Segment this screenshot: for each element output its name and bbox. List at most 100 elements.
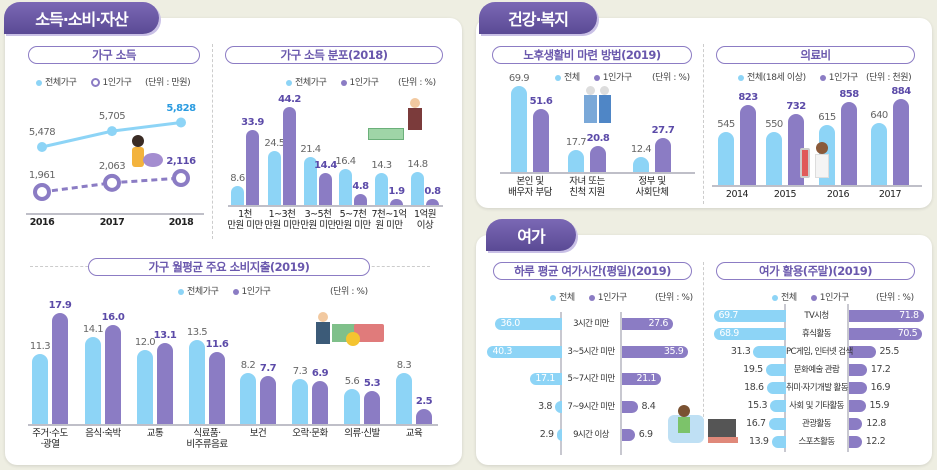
value-label: 8.4 xyxy=(641,401,656,413)
legend-item: 1인가구 xyxy=(588,290,627,303)
all-bar xyxy=(568,150,584,172)
legend-item: 전체 xyxy=(550,290,575,303)
category-label: 7천~1억 원 미만 xyxy=(371,209,407,232)
category-label: 관광활동 xyxy=(802,419,831,429)
axis-line xyxy=(784,304,786,452)
value-label: 14.3 xyxy=(371,160,392,172)
value-label: 7.3 xyxy=(292,365,308,377)
single-bar xyxy=(622,345,689,358)
value-label: 545 xyxy=(717,119,735,131)
all-bar xyxy=(753,346,786,358)
single-bar xyxy=(622,373,662,386)
value-label: 69.7 xyxy=(718,310,739,321)
x-axis xyxy=(712,185,922,187)
unit-label: (단위 : 만원) xyxy=(145,78,191,88)
value-label: 21.4 xyxy=(300,144,321,156)
value-label: 2.5 xyxy=(415,395,433,407)
single-bar xyxy=(849,400,866,412)
value-label: 11.6 xyxy=(205,339,229,351)
value-label: 12.0 xyxy=(134,336,156,348)
single-bar xyxy=(354,194,367,205)
all-bar xyxy=(765,364,786,376)
single-bar xyxy=(364,391,380,424)
legend-item: 전체(18세 이상) xyxy=(738,70,806,83)
all-bar xyxy=(137,349,153,424)
all-bar xyxy=(396,372,412,424)
chart-title: 의료비 xyxy=(716,46,915,64)
all-bar xyxy=(85,336,101,424)
single-bar xyxy=(390,199,403,205)
legend-label: 1인가구 xyxy=(828,73,858,83)
value-label: 2,116 xyxy=(166,156,196,168)
single-bar xyxy=(841,101,857,185)
category-label: 2017 xyxy=(878,189,902,200)
value-label: 8.2 xyxy=(240,360,256,372)
single-bar xyxy=(849,364,867,376)
legend-item: 1인가구 xyxy=(810,290,849,303)
value-label: 5.3 xyxy=(363,378,381,390)
value-label: 16.0 xyxy=(101,311,125,323)
legend-label: 1인가구 xyxy=(349,78,379,88)
legend: 전체 1인가구 xyxy=(550,290,627,303)
year-label: 2018 xyxy=(168,217,194,228)
unit-label: (단위 : %) xyxy=(655,293,693,303)
legend-dot-icon xyxy=(36,79,42,86)
single-bar xyxy=(849,418,863,430)
value-label: 17.7 xyxy=(565,137,587,149)
single-bar xyxy=(52,313,68,424)
value-label: 823 xyxy=(738,92,758,104)
value-label: 13.1 xyxy=(153,329,177,341)
legend-dot-icon xyxy=(738,74,744,81)
all-bar xyxy=(633,156,649,172)
single-bar xyxy=(622,318,674,330)
all-point xyxy=(176,117,186,128)
legend-item: 1인가구 xyxy=(593,70,632,83)
value-label: 31.3 xyxy=(730,346,751,357)
chart-title: 가구 소득 xyxy=(28,46,200,64)
single-bar xyxy=(893,99,909,185)
value-label: 14.4 xyxy=(314,160,337,172)
chart-title: 노후생활비 마련 방법(2019) xyxy=(492,46,692,64)
value-label: 25.5 xyxy=(879,346,900,357)
value-label: 13.5 xyxy=(186,327,208,339)
category-label: 의류·신발 xyxy=(344,428,380,439)
all-bar xyxy=(766,382,786,394)
value-label: 8.6 xyxy=(230,172,245,184)
man-with-money-illustration xyxy=(368,98,428,143)
all-bar xyxy=(32,353,48,424)
legend: 전체 1인가구 xyxy=(772,290,849,303)
single-bar xyxy=(260,376,276,424)
chart-title: 여가 활용(주말)(2019) xyxy=(716,262,915,280)
legend-dot-icon xyxy=(810,294,817,301)
value-label: 40.3 xyxy=(492,345,512,357)
all-bar xyxy=(411,172,424,205)
category-label: 식료품· 비주류음료 xyxy=(186,428,228,451)
value-label: 640 xyxy=(870,109,888,121)
legend-item: 전체 xyxy=(772,290,797,303)
value-label: 18.6 xyxy=(744,382,764,393)
legend-dot-icon xyxy=(772,294,778,301)
category-label: 본인 및 배우자 부담 xyxy=(508,176,552,199)
single-bar xyxy=(105,324,121,424)
chart-title: 하루 평균 여가시간(평일)(2019) xyxy=(493,262,692,280)
legend-dot-icon xyxy=(286,79,292,86)
all-bar xyxy=(713,310,786,322)
category-label: 5~7시간 미만 xyxy=(567,374,615,385)
category-label: 9시간 이상 xyxy=(573,429,609,440)
value-label: 17.9 xyxy=(48,300,72,312)
x-axis xyxy=(228,205,443,207)
single-bar xyxy=(740,105,756,185)
legend-dot-icon xyxy=(550,294,556,301)
category-label: 음식·숙박 xyxy=(85,428,121,439)
category-label: 1억원 이상 xyxy=(413,209,437,232)
unit-label: (단위 : %) xyxy=(652,73,690,83)
single-bar xyxy=(849,310,924,322)
all-bar xyxy=(511,86,527,172)
value-label: 24.5 xyxy=(264,137,285,149)
value-label: 2.9 xyxy=(539,428,554,440)
single-bar xyxy=(312,381,328,424)
value-label: 7.7 xyxy=(259,363,277,375)
category-label: 보건 xyxy=(249,428,267,439)
all-bar xyxy=(556,428,562,441)
value-label: 70.5 xyxy=(897,328,918,339)
